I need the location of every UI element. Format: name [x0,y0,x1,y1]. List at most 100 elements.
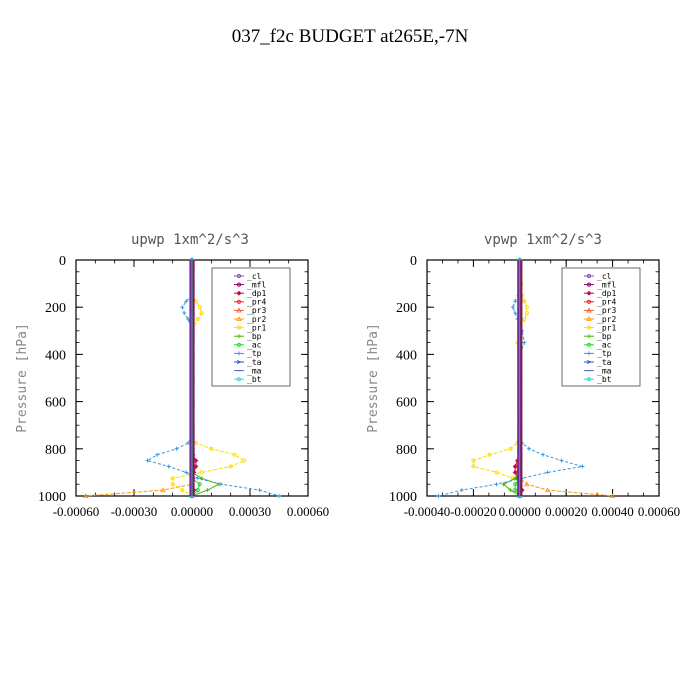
series-point [586,299,592,304]
series-point [586,290,592,296]
legend-item: _ma [584,366,612,375]
series-point [205,488,210,493]
legend-item: _tp [584,349,612,358]
legend-label: _ta [247,358,262,367]
y-tick-label: 800 [45,443,66,458]
legend-label: _tp [247,349,262,358]
legend-label: _pr3 [247,306,266,315]
series-point [471,458,476,463]
legend-label: _mfl [247,280,266,289]
legend-label: _bp [247,332,262,341]
series-point [494,482,499,487]
legend-label: _cl [247,272,262,281]
legend-label: _pr1 [247,323,266,332]
panel-vpwp: vpwp 1xm^2/s^3 Pressure [hPa] 0 200 400 600… [366,232,680,519]
series-point [513,482,518,487]
series-point [174,446,179,451]
legend-item: _cl [584,272,612,281]
legend-item: _bt [584,375,612,384]
legend-label: _cl [597,272,612,281]
legend-item: _pr1 [584,323,616,332]
series-point [545,470,550,475]
series-point [236,316,242,321]
series-point [586,307,592,313]
legend-label: _bp [597,332,612,341]
x-tick-label: -0.00040 [404,504,451,519]
legend-item: _pr1 [234,323,266,332]
series-point [586,316,592,321]
series-point [513,299,518,304]
legend-label: _tp [597,349,612,358]
y-axis-label: Pressure [hPa] [15,323,30,433]
series-point [199,311,204,316]
series-point [494,470,499,475]
series-point [609,493,616,498]
series-point [527,446,532,451]
y-tick-label: 400 [45,348,66,363]
y-tick-label: 800 [396,443,417,458]
legend-item: _pr4 [234,298,266,307]
series-point [195,488,200,493]
series-point [197,305,202,310]
x-tick-label: 0.00040 [591,504,633,519]
series-point [510,305,515,310]
x-tick-label: -0.00030 [111,504,158,519]
x-tick-label: 0.00060 [287,504,329,519]
legend-item: _bp [584,332,612,341]
series-point [236,273,242,279]
legend-box [561,267,641,387]
x-tick-label: 0.00020 [545,504,587,519]
panel-title: upwp 1xm^2/s^3 [131,232,249,248]
legend-label: _bt [597,375,612,384]
series-point [587,351,591,356]
legend-item: _ta [234,358,262,367]
series-point [580,464,585,469]
legend-label: _pr3 [597,306,616,315]
y-tick-label: 200 [396,301,417,316]
legend-item: _tp [234,349,262,358]
y-axis-label: Pressure [hPa] [366,323,381,433]
series-point [236,299,242,304]
legend-item: _pr3 [234,306,266,315]
legend-box [211,267,291,387]
legend-label: _pr4 [597,298,616,307]
series-point [195,476,200,481]
legend-label: _pr1 [597,323,616,332]
series-point [513,488,518,493]
legend-item: _ac [234,341,262,350]
series-point [471,464,476,469]
series-point [236,282,242,287]
series-point [170,482,175,487]
legend-item: _pr4 [584,298,616,307]
legend-label: _ta [597,358,612,367]
legend-item: _mfl [584,280,616,289]
series-point [586,325,592,330]
legend-label: _mfl [597,280,616,289]
series-point [513,311,518,316]
legend-label: _pr4 [247,298,266,307]
y-tick-label: 600 [45,396,66,411]
series-point [586,360,593,364]
series-point [436,494,441,498]
y-tick-label: 1000 [389,490,417,505]
x-tick-label: 0.00030 [229,504,271,519]
series-point [166,464,171,469]
series-point [586,342,592,347]
series-point [277,494,281,498]
legend-item: _bt [234,375,262,384]
series-point [459,488,464,493]
panel-title: vpwp 1xm^2/s^3 [484,232,602,248]
series-point [170,476,175,481]
figure-title: 037_f2c BUDGET at265E,-7N [232,26,469,47]
series-point [508,488,513,493]
legend-label: _pr2 [597,315,616,324]
series-point [586,273,592,279]
series-point [82,493,89,498]
legend-item: _mfl [234,280,266,289]
legend-item: _pr2 [234,315,266,324]
series-point [184,299,189,304]
legend-label: _dp1 [597,289,616,298]
plot-marks: 0 200 400 600 800 1000-0.00060 -0.00030 0.00000… [38,254,329,519]
series-point [160,487,166,493]
series-point [182,311,187,316]
